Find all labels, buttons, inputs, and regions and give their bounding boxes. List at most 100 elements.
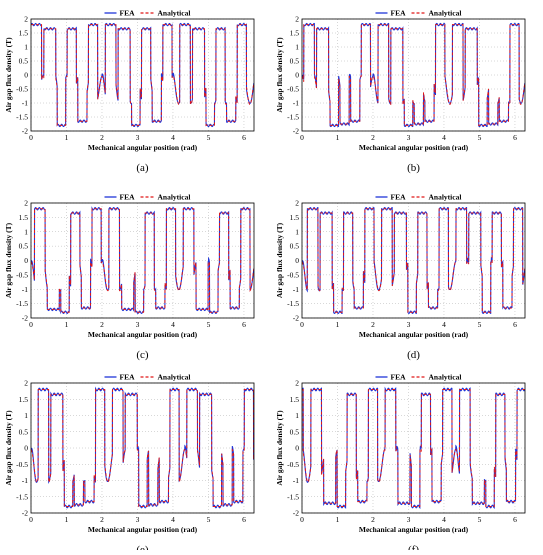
y-tick-label: 1.5 — [290, 29, 300, 38]
x-tick-label: 5 — [478, 133, 482, 142]
axes-frame — [301, 202, 526, 319]
axes-frame — [30, 382, 255, 514]
y-tick-label: -0.5 — [287, 85, 299, 94]
plot-area — [302, 22, 525, 128]
x-tick-label: 1 — [336, 133, 340, 142]
chart-panel: 0 1 2 3 4 5 6 2 1.5 1 0.5 0 -0.5 -1 -1.5 -2 Mechanical a… — [4, 373, 255, 555]
x-tick-label: 3 — [407, 515, 411, 524]
x-tick-label: 5 — [478, 320, 482, 329]
x-tick-label: 1 — [65, 515, 69, 524]
legend-fea-label: FEA — [120, 9, 136, 18]
x-tick-label: 6 — [513, 133, 517, 142]
chart-panel: 0 1 2 3 4 5 6 2 1.5 1 0.5 0 -0.5 -1 -1.5 -2 Mechanical a… — [4, 9, 255, 174]
y-tick-label: -2 — [22, 509, 28, 518]
x-tick-label: 1 — [65, 133, 69, 142]
y-tick-label: 1.5 — [19, 395, 29, 404]
axes-frame — [30, 18, 255, 132]
y-tick-label: -0.5 — [287, 270, 299, 279]
y-tick-label: 0.5 — [19, 242, 29, 251]
x-axis-label: Mechanical angular position (rad) — [88, 525, 198, 534]
y-tick-label: 1 — [295, 411, 299, 420]
y-tick-label: -0.5 — [16, 85, 28, 94]
x-tick-label: 6 — [242, 320, 246, 329]
panel-caption: (b) — [407, 162, 420, 174]
x-tick-label: 4 — [442, 515, 446, 524]
x-tick-label: 0 — [29, 133, 33, 142]
x-tick-label: 4 — [442, 320, 446, 329]
series-fea-line — [302, 206, 525, 315]
x-tick-label: 6 — [242, 133, 246, 142]
chart-panel: 0 1 2 3 4 5 6 2 1.5 1 0.5 0 -0.5 -1 -1.5 -2 Mechanical a… — [275, 9, 526, 174]
x-tick-label: 2 — [371, 320, 375, 329]
y-tick-label: 0 — [24, 444, 28, 453]
y-tick-label: 2 — [24, 15, 28, 24]
y-tick-label: -1.5 — [16, 299, 28, 308]
panel-caption: (d) — [407, 349, 420, 361]
y-tick-label: 0 — [295, 256, 299, 265]
y-tick-label: 1.5 — [290, 395, 300, 404]
y-tick-label: 0 — [295, 71, 299, 80]
y-tick-label: -1 — [22, 476, 28, 485]
x-tick-label: 2 — [100, 515, 104, 524]
series-analytical-line — [31, 24, 254, 126]
x-tick-label: 5 — [207, 320, 211, 329]
plot-area — [302, 386, 525, 509]
y-tick-label: 1.5 — [19, 29, 29, 38]
y-tick-label: 0.5 — [19, 427, 29, 436]
series-analytical-line — [31, 389, 254, 507]
y-tick-label: -1 — [293, 99, 299, 108]
x-tick-label: 6 — [242, 515, 246, 524]
y-tick-label: -1.5 — [16, 113, 28, 122]
y-axis-label: Air gap flux density (T) — [4, 222, 13, 298]
y-tick-label: -1.5 — [287, 113, 299, 122]
chart-panel: 0 1 2 3 4 5 6 2 1.5 1 0.5 0 -0.5 -1 -1.5 -2 Mechanical a… — [4, 193, 255, 361]
x-tick-label: 4 — [171, 320, 175, 329]
x-tick-label: 3 — [136, 320, 140, 329]
legend-analytical-label: Analytical — [158, 373, 191, 382]
x-tick-label: 4 — [171, 133, 175, 142]
y-axis-label: Air gap flux density (T) — [275, 410, 284, 486]
y-tick-label: 0.5 — [290, 427, 300, 436]
y-tick-label: 1 — [295, 227, 299, 236]
panel-caption: (c) — [136, 349, 149, 361]
y-tick-label: -2 — [293, 509, 299, 518]
x-tick-label: 1 — [336, 320, 340, 329]
plot-area — [31, 206, 254, 315]
legend-analytical-label: Analytical — [429, 9, 462, 18]
y-tick-label: 0 — [295, 444, 299, 453]
x-tick-label: 5 — [207, 133, 211, 142]
x-tick-label: 2 — [100, 320, 104, 329]
legend-fea-label: FEA — [391, 9, 407, 18]
x-tick-label: 3 — [407, 133, 411, 142]
legend-analytical-label: Analytical — [158, 9, 191, 18]
y-tick-label: -1.5 — [287, 299, 299, 308]
legend-fea-label: FEA — [120, 373, 136, 382]
x-tick-label: 0 — [300, 320, 304, 329]
y-tick-label: -1 — [22, 285, 28, 294]
panel-caption: (a) — [136, 162, 149, 174]
panel-caption: (e) — [136, 544, 149, 550]
y-tick-label: -1 — [22, 99, 28, 108]
x-axis-label: Mechanical angular position (rad) — [359, 143, 469, 152]
x-tick-label: 0 — [300, 133, 304, 142]
y-tick-label: 2 — [295, 199, 299, 208]
y-tick-label: -1.5 — [287, 492, 299, 501]
y-tick-label: -0.5 — [16, 270, 28, 279]
legend-analytical-label: Analytical — [429, 193, 462, 202]
y-tick-label: -2 — [22, 314, 28, 323]
y-tick-label: 1 — [295, 43, 299, 52]
x-tick-label: 4 — [171, 515, 175, 524]
chart-panel: 0 1 2 3 4 5 6 2 1.5 1 0.5 0 -0.5 -1 -1.5 -2 Mechanical a… — [275, 193, 526, 361]
legend-fea-label: FEA — [120, 193, 136, 202]
x-axis-label: Mechanical angular position (rad) — [359, 525, 469, 534]
legend-fea-label: FEA — [391, 193, 407, 202]
y-tick-label: 2 — [295, 15, 299, 24]
plot-area — [302, 206, 525, 315]
y-axis-label: Air gap flux density (T) — [4, 37, 13, 113]
y-tick-label: 2 — [295, 379, 299, 388]
series-analytical-line — [31, 208, 254, 313]
x-tick-label: 5 — [207, 515, 211, 524]
x-tick-label: 3 — [136, 133, 140, 142]
y-tick-label: -2 — [293, 127, 299, 136]
